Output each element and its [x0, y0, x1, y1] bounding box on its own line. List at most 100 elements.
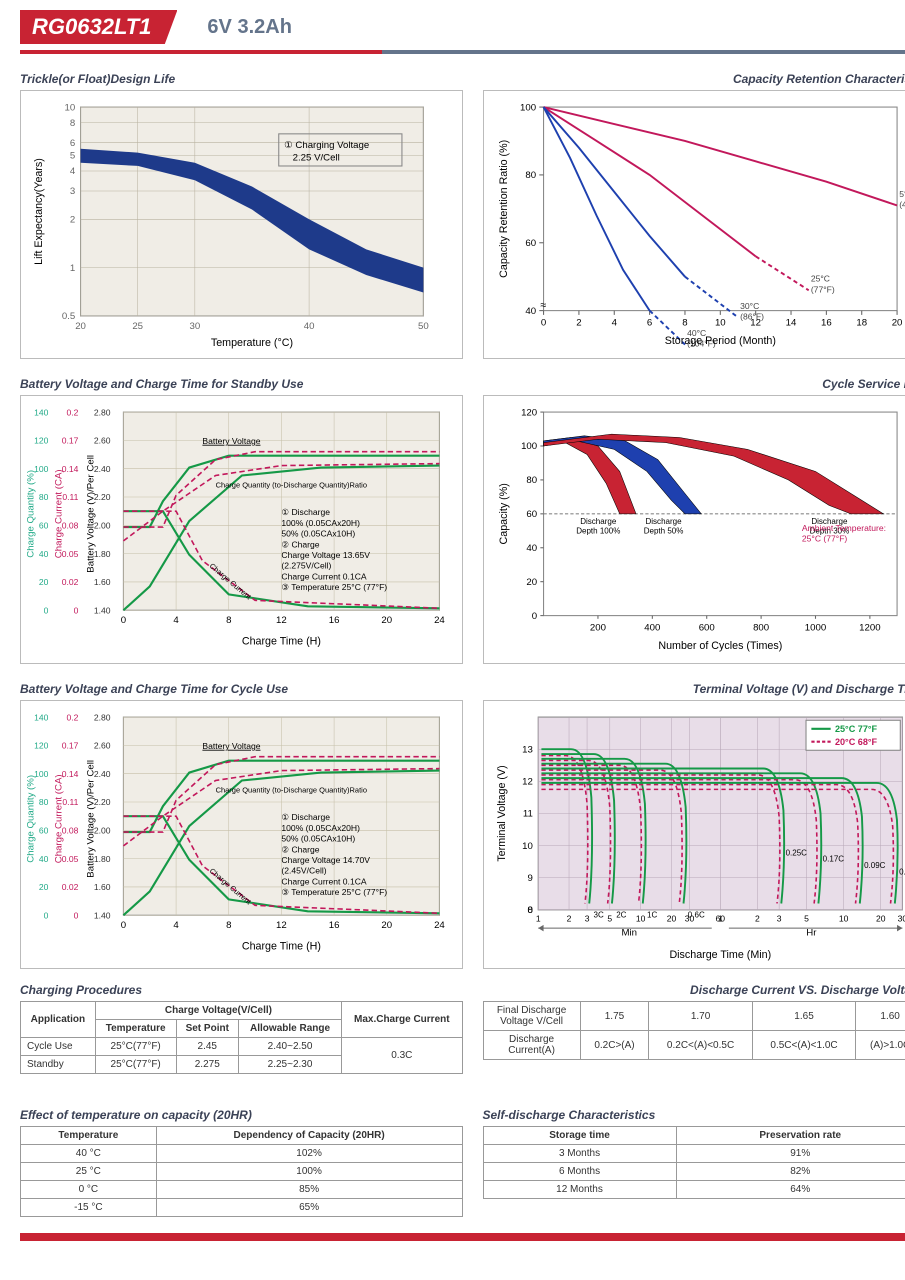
svg-text:10: 10 [838, 913, 848, 923]
svg-text:1.40: 1.40 [94, 605, 111, 615]
svg-text:60: 60 [39, 520, 49, 530]
svg-text:20: 20 [666, 913, 676, 923]
svg-text:400: 400 [644, 622, 660, 633]
table4-wrap: Self-discharge Characteristics Storage t… [483, 1094, 905, 1217]
svg-text:6: 6 [70, 137, 75, 148]
svg-text:2: 2 [755, 913, 760, 923]
charging-procedures-table: ApplicationCharge Voltage(V/Cell)Max.Cha… [20, 1001, 463, 1074]
svg-text:Charge Time (H): Charge Time (H) [242, 635, 321, 647]
svg-text:Discharge: Discharge [645, 517, 682, 526]
chart1-wrap: Trickle(or Float)Design Life 0.512345681… [20, 68, 463, 359]
svg-text:1000: 1000 [804, 622, 825, 633]
svg-text:Charge Current 0.1CA: Charge Current 0.1CA [281, 571, 366, 581]
svg-text:2.80: 2.80 [94, 712, 111, 722]
chart4: 02040608010012020040060080010001200Disch… [490, 396, 905, 664]
svg-text:1: 1 [717, 913, 722, 923]
svg-text:0: 0 [121, 920, 126, 931]
svg-text:0.2: 0.2 [67, 407, 79, 417]
svg-text:60: 60 [526, 509, 537, 520]
table2-title: Discharge Current VS. Discharge Voltage [483, 983, 905, 997]
svg-text:200: 200 [589, 622, 605, 633]
svg-text:Battery Voltage: Battery Voltage [202, 740, 260, 750]
svg-text:Storage Period (Month): Storage Period (Month) [664, 334, 775, 346]
svg-text:0.17: 0.17 [62, 435, 79, 445]
svg-text:5°C: 5°C [899, 188, 905, 198]
svg-text:40: 40 [39, 853, 49, 863]
svg-text:24: 24 [434, 615, 445, 626]
svg-text:40: 40 [525, 305, 536, 316]
svg-text:0: 0 [74, 605, 79, 615]
svg-text:0: 0 [44, 910, 49, 920]
svg-text:Min: Min [621, 927, 637, 938]
svg-text:12: 12 [276, 615, 287, 626]
svg-text:Charge Quantity (%): Charge Quantity (%) [27, 470, 36, 558]
svg-text:12: 12 [522, 776, 533, 787]
svg-text:13: 13 [522, 744, 533, 755]
svg-text:2.60: 2.60 [94, 740, 111, 750]
svg-text:0: 0 [44, 605, 49, 615]
table1-wrap: Charging Procedures ApplicationCharge Vo… [20, 969, 463, 1074]
svg-text:1: 1 [70, 262, 75, 273]
svg-text:140: 140 [34, 712, 49, 722]
svg-text:0.11: 0.11 [62, 492, 78, 502]
svg-text:0.17: 0.17 [62, 740, 79, 750]
svg-text:Number of Cycles (Times): Number of Cycles (Times) [658, 639, 782, 651]
svg-text:0.25C: 0.25C [785, 848, 807, 857]
svg-text:100: 100 [521, 441, 537, 452]
svg-text:2.80: 2.80 [94, 407, 111, 417]
svg-text:16: 16 [821, 317, 832, 328]
svg-text:4: 4 [173, 920, 179, 931]
svg-text:1200: 1200 [859, 622, 880, 633]
model-number: RG0632LT1 [20, 10, 177, 44]
svg-text:(41°F): (41°F) [899, 199, 905, 209]
svg-text:10: 10 [714, 317, 725, 328]
svg-text:5: 5 [70, 150, 75, 161]
svg-text:② Charge: ② Charge [281, 539, 319, 549]
header-rule [20, 50, 905, 54]
svg-text:Charge Quantity (to-Discharge: Charge Quantity (to-Discharge Quantity)R… [216, 785, 367, 794]
svg-text:3: 3 [584, 913, 589, 923]
svg-text:Capacity Retention Ratio (%): Capacity Retention Ratio (%) [498, 139, 510, 277]
svg-text:Charge Current 0.1CA: Charge Current 0.1CA [281, 876, 366, 886]
svg-text:0: 0 [121, 615, 126, 626]
svg-text:2: 2 [566, 913, 571, 923]
svg-text:0.02: 0.02 [62, 577, 79, 587]
svg-text:25°C (77°F): 25°C (77°F) [801, 533, 847, 543]
svg-text:Battery Voltage (V)/Per Cell: Battery Voltage (V)/Per Cell [85, 455, 96, 573]
svg-text:40: 40 [526, 543, 537, 554]
chart6-title: Terminal Voltage (V) and Discharge Time [483, 682, 905, 696]
svg-text:3: 3 [776, 913, 781, 923]
svg-text:1: 1 [535, 913, 540, 923]
svg-text:Discharge: Discharge [580, 517, 617, 526]
svg-text:(77°F): (77°F) [810, 284, 834, 294]
svg-text:Terminal Voltage (V): Terminal Voltage (V) [495, 765, 507, 861]
svg-text:80: 80 [39, 797, 49, 807]
svg-text:80: 80 [526, 475, 537, 486]
chart4-wrap: Cycle Service Life 020406080100120200400… [483, 373, 905, 664]
svg-text:Capacity (%): Capacity (%) [498, 483, 510, 544]
svg-text:Hr: Hr [806, 927, 817, 938]
svg-text:20: 20 [381, 920, 392, 931]
svg-text:10: 10 [635, 913, 645, 923]
svg-text:① Charging Voltage: ① Charging Voltage [284, 139, 369, 150]
svg-text:20: 20 [875, 913, 885, 923]
svg-text:0: 0 [531, 610, 536, 621]
svg-text:100: 100 [520, 102, 536, 113]
svg-text:② Charge: ② Charge [281, 844, 319, 854]
svg-text:100% (0.05CAx20H): 100% (0.05CAx20H) [281, 822, 360, 832]
chart1-title: Trickle(or Float)Design Life [20, 72, 463, 86]
svg-text:0.17C: 0.17C [822, 854, 844, 863]
svg-text:3: 3 [70, 186, 75, 197]
svg-text:1C: 1C [647, 910, 657, 919]
svg-text:60: 60 [39, 825, 49, 835]
svg-text:4: 4 [70, 166, 76, 177]
chart5-wrap: Battery Voltage and Charge Time for Cycl… [20, 678, 463, 969]
table2-wrap: Discharge Current VS. Discharge Voltage … [483, 969, 905, 1074]
svg-text:20°C 68°F: 20°C 68°F [834, 737, 877, 747]
svg-text:0.09C: 0.09C [864, 861, 886, 870]
chart3-wrap: Battery Voltage and Charge Time for Stan… [20, 373, 463, 664]
svg-text:24: 24 [434, 920, 445, 931]
svg-text:6: 6 [646, 317, 651, 328]
svg-text:30: 30 [189, 320, 200, 331]
svg-text:Charge Voltage 14.70V: Charge Voltage 14.70V [281, 855, 370, 865]
